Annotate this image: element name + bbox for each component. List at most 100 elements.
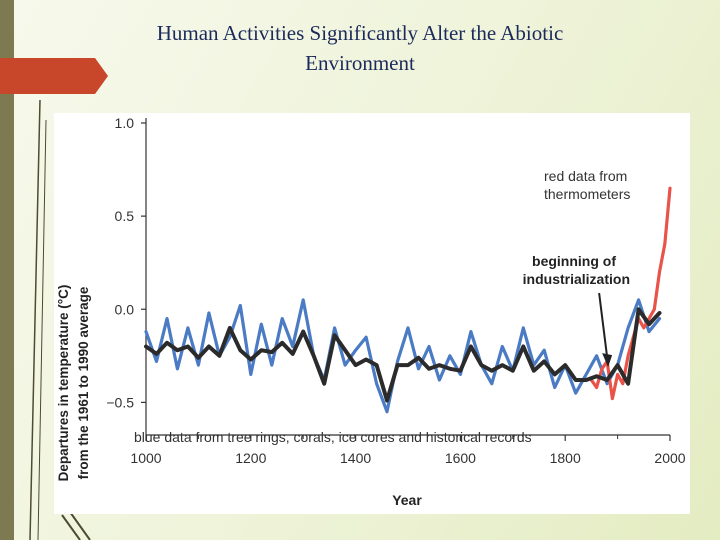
red-thermometer-point xyxy=(669,187,671,190)
blue-proxy-point xyxy=(386,410,389,413)
black-smoothed-point xyxy=(249,358,252,361)
black-smoothed-point xyxy=(270,351,273,354)
black-smoothed-point xyxy=(438,364,441,367)
black-smoothed-point xyxy=(333,334,336,337)
black-smoothed-point xyxy=(365,358,368,361)
annotation-thermometers-line-2: thermometers xyxy=(544,186,630,202)
blue-proxy-point xyxy=(501,345,504,348)
black-smoothed-point xyxy=(239,349,242,352)
x-axis-label: Year xyxy=(392,492,422,508)
red-thermometer-point xyxy=(595,386,598,389)
black-smoothed-point xyxy=(606,379,609,382)
black-smoothed-point xyxy=(543,360,546,363)
blue-proxy-point xyxy=(302,298,305,301)
red-thermometer-point xyxy=(648,317,651,320)
decorative-lines xyxy=(29,99,91,540)
blue-proxy-point xyxy=(490,382,493,385)
black-smoothed-point xyxy=(302,330,305,333)
industrialization-arrow-shaft xyxy=(598,292,609,358)
blue-proxy-point xyxy=(427,345,430,348)
blue-proxy-point xyxy=(354,349,357,352)
red-thermometer-point xyxy=(621,382,624,385)
blue-proxy-point xyxy=(249,373,252,376)
blue-proxy-point xyxy=(459,373,462,376)
slide-title: Human Activities Significantly Alter the… xyxy=(100,18,620,78)
black-smoothed-point xyxy=(312,354,315,357)
blue-proxy-point xyxy=(543,349,546,352)
black-smoothed-point xyxy=(585,379,588,382)
black-smoothed-point xyxy=(260,349,263,352)
black-smoothed-point xyxy=(637,308,640,311)
black-smoothed-point xyxy=(469,345,472,348)
blue-proxy-point xyxy=(574,392,577,395)
black-smoothed-point xyxy=(616,364,619,367)
black-smoothed-point xyxy=(407,364,409,367)
blue-proxy-point xyxy=(228,336,231,339)
black-smoothed-point xyxy=(459,369,462,372)
blue-proxy-point xyxy=(375,382,378,385)
black-smoothed-point xyxy=(291,352,294,355)
black-smoothed-point xyxy=(417,356,420,359)
red-thermometer-point xyxy=(642,326,645,329)
blue-proxy-point xyxy=(239,304,242,307)
blue-proxy-point xyxy=(281,317,284,320)
black-smoothed-point xyxy=(648,323,651,326)
y-tick-label: −0.5 xyxy=(106,394,134,410)
y-axis-label-line-2: from the 1961 to 1990 average xyxy=(76,286,91,479)
annotation-industrialization-line-1: beginning of xyxy=(532,253,616,269)
blue-proxy-point xyxy=(407,326,409,329)
black-smoothed-point xyxy=(186,345,189,348)
blue-proxy-point xyxy=(197,364,200,367)
blue-proxy-point xyxy=(417,367,420,370)
blue-proxy-point xyxy=(344,364,347,367)
black-smoothed-point xyxy=(658,311,661,314)
slide-title-line-2: Environment xyxy=(305,51,415,75)
blue-proxy-point xyxy=(658,317,661,320)
y-axis-label-line-1: Departures in temperature (°C) xyxy=(56,285,71,482)
y-tick-label: 0.5 xyxy=(115,208,135,224)
blue-proxy-point xyxy=(186,326,189,329)
red-thermometer-series-line xyxy=(589,186,672,401)
red-thermometer-point xyxy=(658,271,661,273)
blue-proxy-point xyxy=(176,367,179,370)
black-smoothed-point xyxy=(375,364,378,367)
blue-proxy-point xyxy=(448,354,451,357)
black-smoothed-point xyxy=(564,364,567,367)
blue-proxy-point xyxy=(522,326,525,329)
annotation-thermometers-line-1: red data from xyxy=(544,168,627,184)
x-tick-label: 1000 xyxy=(130,450,161,466)
red-thermometer-point xyxy=(600,367,603,370)
industrialization-arrow-head xyxy=(602,353,613,368)
blue-proxy-series-line xyxy=(144,298,662,414)
blue-proxy-point xyxy=(396,360,399,363)
annotation-proxy-note: blue data from tree rings, corals, ice c… xyxy=(134,429,532,445)
temperature-chart: 1.0 0.5 0.0 −0.5 1000 1200 1400 1600 1800 2000 De… xyxy=(56,115,686,508)
blue-proxy-point xyxy=(595,354,598,357)
black-smoothed-point xyxy=(207,345,210,348)
black-smoothed-point xyxy=(165,341,168,344)
black-smoothed-point xyxy=(480,364,483,367)
black-smoothed-point xyxy=(448,367,451,370)
blue-proxy-point xyxy=(145,330,147,333)
black-smoothed-point xyxy=(145,345,147,348)
black-smoothed-point xyxy=(427,367,430,370)
black-smoothed-point xyxy=(522,345,525,348)
black-smoothed-point xyxy=(501,364,504,367)
red-thermometer-point xyxy=(616,373,619,376)
blue-proxy-point xyxy=(365,336,368,339)
black-smoothed-point xyxy=(386,399,389,402)
red-thermometer-point xyxy=(627,354,630,357)
blue-proxy-point xyxy=(553,386,556,389)
annotation-industrialization-line-2: industrialization xyxy=(523,271,630,287)
blue-proxy-point xyxy=(438,379,441,382)
black-smoothed-point xyxy=(553,373,556,376)
x-tick-label: 1400 xyxy=(340,450,371,466)
blue-proxy-point xyxy=(333,326,336,329)
axes-layer: 1.0 0.5 0.0 −0.5 1000 1200 1400 1600 1800 2000 xyxy=(106,115,685,466)
series-layer xyxy=(144,186,672,414)
blue-proxy-point xyxy=(648,330,651,333)
x-tick-label: 1800 xyxy=(550,450,581,466)
black-smoothed-point xyxy=(595,375,598,378)
y-axis-label-group: Departures in temperature (°C) from the … xyxy=(56,285,91,482)
black-smoothed-point xyxy=(323,382,326,385)
